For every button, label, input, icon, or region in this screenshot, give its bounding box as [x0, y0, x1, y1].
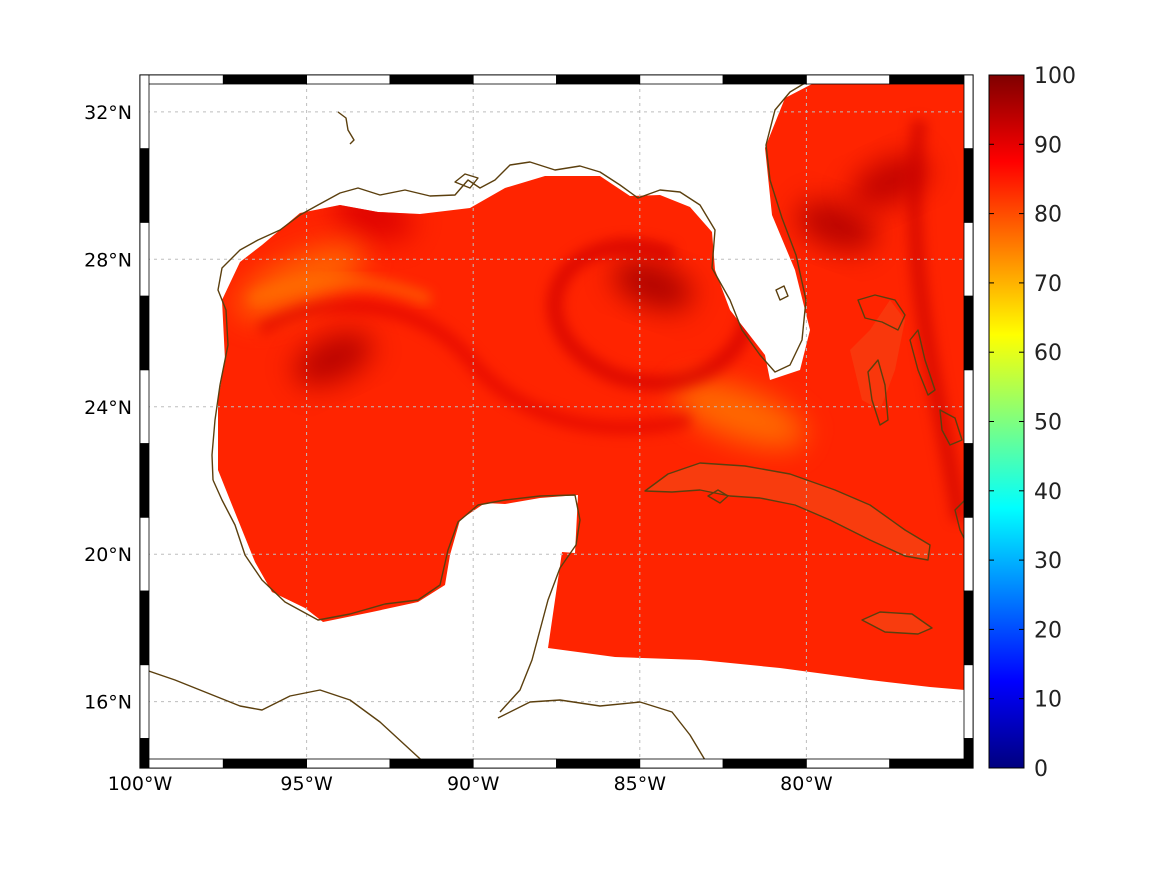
coastlines	[140, 79, 966, 768]
colorbar-tick-label: 80	[1034, 203, 1062, 228]
colorbar-tick-label: 90	[1034, 133, 1062, 158]
frame-segment	[139, 738, 150, 769]
data-field	[218, 84, 965, 690]
lake-pontchartrain-coastline	[454, 173, 479, 189]
lat-tick-label: 28°N	[84, 249, 132, 271]
frame-segment	[556, 74, 641, 85]
lat-tick-label: 20°N	[84, 544, 132, 566]
great-inagua-coastline	[939, 409, 963, 446]
frame-segment	[806, 758, 891, 769]
us-gulf-coastline	[211, 79, 811, 481]
frame-segment	[306, 758, 391, 769]
frame-segment	[139, 74, 150, 150]
colorbar-bar	[988, 74, 1025, 769]
eleuthera-coastline	[909, 329, 936, 396]
frame-segment	[139, 74, 224, 85]
longitude-labels: 100°W 95°W 90°W 85°W 80°W	[108, 773, 833, 795]
frame-segment	[963, 443, 974, 518]
cuba-land	[645, 463, 930, 560]
lon-tick-label: 95°W	[280, 773, 333, 795]
frame-segment	[963, 295, 974, 371]
colorbar-tick-label: 100	[1034, 64, 1076, 89]
jamaica-coastline	[861, 611, 933, 635]
lat-tick-label: 32°N	[84, 102, 132, 124]
graticule	[140, 75, 973, 768]
colorbar-tick-label: 10	[1034, 688, 1062, 713]
frame-segment	[963, 664, 974, 739]
frame-segment	[556, 758, 641, 769]
frame-segment	[963, 590, 974, 666]
frame-segment	[889, 758, 974, 769]
hispaniola-coastline	[954, 499, 966, 541]
lon-tick-label: 90°W	[447, 773, 500, 795]
map-frame	[139, 74, 974, 769]
shelf-band	[247, 275, 433, 306]
atlantic-band	[906, 118, 965, 522]
frame-segment	[722, 758, 807, 769]
frame-segment	[222, 758, 308, 769]
frame-segment	[139, 664, 150, 739]
colorbar-tick-label: 20	[1034, 618, 1062, 643]
frame-segment	[963, 516, 974, 592]
mexico-coastline	[212, 479, 581, 713]
cuba-coastline	[644, 462, 931, 561]
colorbar-tick-label: 70	[1034, 272, 1062, 297]
frame-segment	[472, 74, 557, 85]
frame-segment	[139, 295, 150, 371]
frame-segment	[389, 74, 474, 85]
field-feature-loop-current-eddy	[612, 259, 694, 311]
frame-segment	[806, 74, 891, 85]
colorbar-tick-label: 50	[1034, 411, 1062, 436]
lon-tick-label: 100°W	[108, 773, 173, 795]
lat-tick-label: 16°N	[84, 692, 132, 714]
lat-tick-label: 24°N	[84, 397, 132, 419]
frame-segment	[963, 148, 974, 223]
frame-segment	[306, 74, 391, 85]
frame-segment	[472, 758, 557, 769]
frame-segment	[889, 74, 974, 85]
field-feature-florida-straits	[673, 379, 807, 449]
map-plot-area	[140, 75, 973, 768]
eddy-swirl-band	[546, 238, 758, 392]
frame-segment	[722, 74, 807, 85]
frame-segment	[139, 369, 150, 445]
colorbar-tick-label: 60	[1034, 341, 1062, 366]
frame-segment	[963, 369, 974, 445]
bahamas-land	[850, 300, 905, 410]
honduras-coastline	[497, 699, 706, 761]
lake-okeechobee-coastline	[775, 285, 789, 301]
field-feature-atlantic-high-1	[796, 200, 877, 252]
tennessee-river-outline	[337, 111, 355, 145]
gulf-band	[256, 299, 692, 435]
frame-segment	[139, 148, 150, 223]
frame-segment	[222, 74, 308, 85]
central-america-coastline	[140, 667, 431, 768]
frame-segment	[639, 758, 724, 769]
colorbar-tick-label: 40	[1034, 480, 1062, 505]
frame-segment	[963, 74, 974, 150]
field-feature-western-gulf-high	[294, 332, 373, 386]
frame-segment	[639, 74, 724, 85]
latitude-labels: 16°N 20°N 24°N 28°N 32°N	[84, 102, 132, 714]
frame-segment	[139, 222, 150, 297]
isla-juventud-coastline	[707, 489, 729, 504]
frame-segment	[389, 758, 474, 769]
frame-segment	[139, 443, 150, 518]
frame-segment	[139, 516, 150, 592]
field-features	[235, 118, 965, 522]
frame-checkers	[139, 74, 974, 769]
colorbar-tick-label: 30	[1034, 549, 1062, 574]
frame-segment	[963, 738, 974, 769]
lon-tick-label: 80°W	[780, 773, 833, 795]
frame-segment	[139, 590, 150, 666]
lon-tick-label: 85°W	[614, 773, 667, 795]
andros-coastline	[867, 359, 889, 426]
frame-segment	[963, 222, 974, 297]
colorbar-tick-label: 0	[1034, 757, 1048, 782]
bahamas-bank-coastline	[857, 294, 906, 331]
frame-segment	[139, 758, 224, 769]
